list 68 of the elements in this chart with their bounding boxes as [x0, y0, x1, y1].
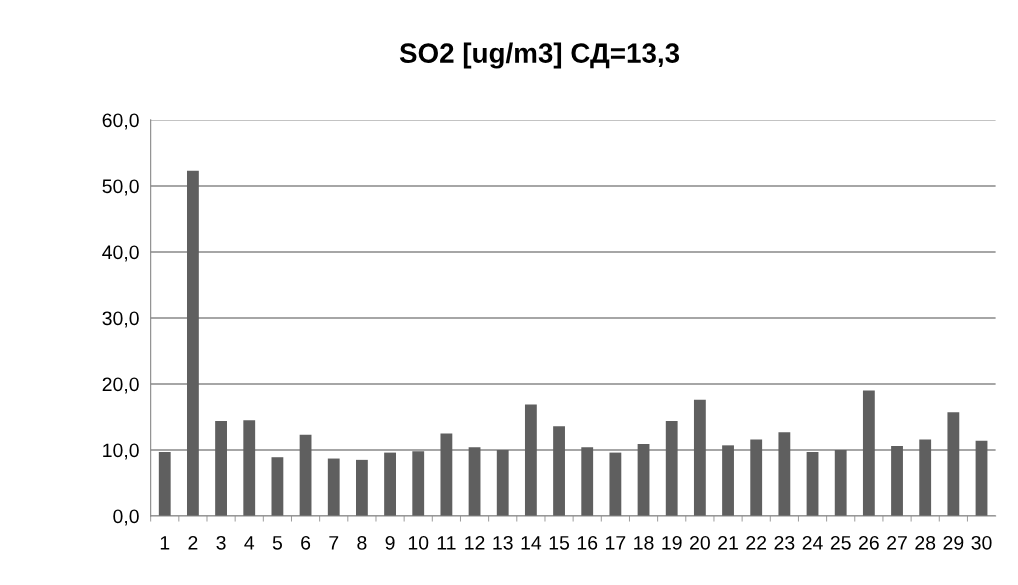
x-tick-label: 25 — [830, 535, 851, 550]
bar — [299, 434, 312, 516]
x-tick-label: 12 — [465, 535, 485, 550]
x-tick-label: 14 — [521, 536, 542, 550]
x-tick-label: 4 — [244, 536, 255, 550]
bar — [327, 458, 340, 516]
x-tick-label: 7 — [329, 536, 339, 550]
x-tick-label: 23 — [774, 535, 795, 550]
bar — [243, 420, 256, 516]
bar — [975, 440, 988, 516]
x-tick-label: 11 — [437, 536, 456, 550]
y-tick-label: 40,0 — [102, 245, 139, 262]
bar — [384, 452, 396, 516]
x-tick-label: 27 — [887, 535, 907, 550]
x-tick-label: 16 — [577, 535, 598, 550]
x-tick-label: 3 — [216, 535, 226, 550]
y-tick-label: 50,0 — [102, 179, 139, 196]
chart-title: SO2 [ug/m3] СД=13,3 — [399, 42, 680, 69]
bar — [919, 439, 932, 516]
x-tick-label: 22 — [746, 535, 767, 550]
bar — [581, 447, 594, 516]
x-tick-label: 21 — [718, 535, 738, 550]
bar — [722, 445, 734, 516]
x-tick-label: 5 — [272, 536, 282, 550]
bar — [609, 452, 622, 516]
x-tick-label: 9 — [385, 535, 395, 550]
x-tick-label: 8 — [357, 535, 367, 550]
bar — [468, 447, 481, 516]
x-tick-label: 6 — [301, 535, 311, 550]
x-tick-label: 19 — [662, 535, 682, 550]
x-tick-label: 24 — [802, 535, 823, 550]
bar — [947, 412, 960, 516]
y-tick-label: 10,0 — [103, 443, 139, 460]
y-tick-label: 60,0 — [102, 113, 139, 130]
x-tick-label: 30 — [971, 535, 992, 550]
bar — [440, 433, 453, 516]
bar — [496, 449, 509, 516]
bar — [834, 449, 847, 516]
bar — [158, 451, 171, 516]
x-tick-label: 29 — [943, 535, 964, 550]
x-tick-label: 28 — [915, 535, 936, 550]
bar — [891, 446, 903, 516]
bar — [553, 426, 565, 516]
bar — [355, 459, 368, 516]
bar — [862, 390, 875, 516]
bar — [412, 451, 425, 516]
bar — [524, 404, 537, 516]
bar — [778, 432, 791, 516]
bar — [271, 457, 284, 516]
bar — [215, 420, 227, 516]
x-tick-label: 1 — [160, 536, 170, 550]
x-tick-label: 18 — [634, 535, 654, 550]
y-tick-label: 20,0 — [102, 377, 139, 394]
bar — [750, 439, 763, 516]
y-tick-label: 30,0 — [102, 311, 139, 328]
x-tick-label: 2 — [188, 535, 198, 550]
bar — [665, 420, 678, 516]
y-tick-label: 0,0 — [113, 509, 139, 526]
x-tick-label: 15 — [549, 536, 570, 550]
x-tick-label: 17 — [606, 536, 626, 550]
x-tick-label: 10 — [408, 535, 429, 550]
x-tick-label: 20 — [690, 535, 710, 550]
bar — [637, 444, 650, 516]
bar — [187, 170, 199, 516]
x-tick-label: 13 — [493, 535, 513, 550]
bar — [693, 399, 706, 516]
x-tick-label: 26 — [859, 535, 879, 550]
bar — [806, 451, 819, 516]
